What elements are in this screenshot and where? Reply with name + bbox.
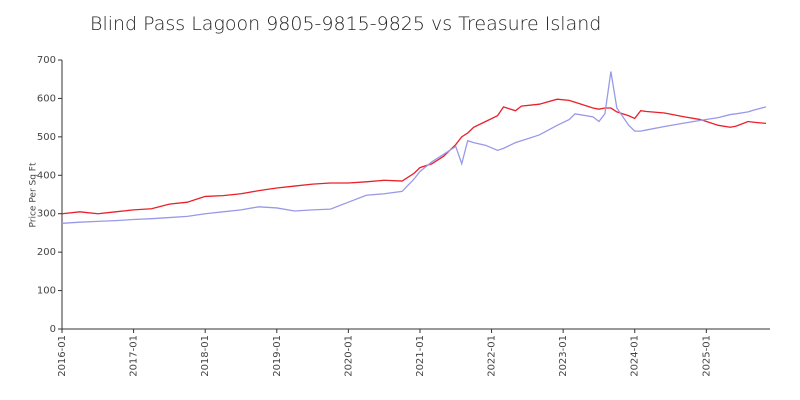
- y-tick-label: 400: [37, 170, 56, 181]
- y-tick-label: 600: [37, 93, 56, 104]
- series-line: [61, 71, 767, 224]
- y-tick-label: 700: [37, 55, 56, 66]
- x-tick-label: 2024-01: [630, 335, 641, 377]
- chart-title: Blind Pass Lagoon 9805-9815-9825 vs Trea…: [90, 13, 601, 35]
- y-tick-label: 500: [37, 132, 56, 143]
- x-tick-label: 2016-01: [57, 335, 68, 377]
- y-tick-label: 0: [50, 324, 56, 335]
- y-tick-label: 200: [37, 247, 56, 258]
- y-tick-label: 100: [37, 286, 56, 297]
- x-tick-label: 2018-01: [200, 335, 211, 377]
- x-tick-label: 2017-01: [129, 335, 140, 377]
- x-tick-label: 2025-01: [701, 335, 712, 377]
- series-line: [61, 98, 767, 215]
- x-tick-label: 2021-01: [415, 335, 426, 377]
- y-tick-label: 300: [37, 209, 56, 220]
- x-tick-label: 2020-01: [343, 335, 354, 377]
- x-tick-label: 2022-01: [487, 335, 498, 377]
- x-tick-label: 2023-01: [558, 335, 569, 377]
- x-tick-label: 2019-01: [272, 335, 283, 377]
- y-axis-label: Price Per Sq Ft: [29, 162, 39, 227]
